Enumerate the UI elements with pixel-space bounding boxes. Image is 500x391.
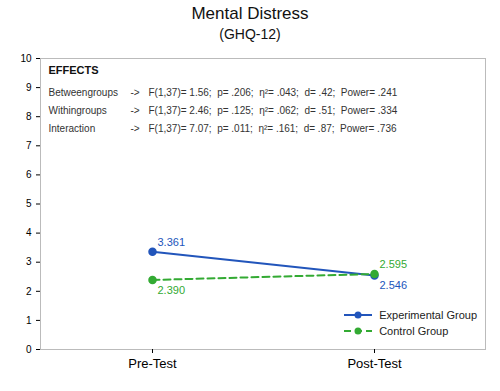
svg-text:3: 3	[26, 256, 32, 267]
svg-text:5: 5	[26, 198, 32, 209]
html-text:Mental Distress: Mental Distress	[191, 4, 309, 23]
svg-text:8: 8	[26, 111, 32, 122]
svg-text:->: ->	[131, 123, 140, 134]
svg-text:->: ->	[131, 105, 140, 116]
svg-text:EFFECTS: EFFECTS	[49, 64, 99, 76]
svg-text:4: 4	[26, 227, 32, 238]
html-text:Experimental Group: Experimental Group	[379, 309, 477, 321]
svg-text:Interaction: Interaction	[49, 123, 96, 134]
svg-text:7: 7	[26, 140, 32, 151]
svg-text:Withingroups: Withingroups	[49, 105, 107, 116]
svg-text:6: 6	[26, 169, 32, 180]
svg-text:10: 10	[20, 53, 32, 64]
svg-text:2.546: 2.546	[380, 279, 408, 291]
svg-text:1: 1	[26, 315, 32, 326]
svg-text:3.361: 3.361	[158, 236, 186, 248]
svg-text:Betweengroups: Betweengroups	[49, 87, 119, 98]
svg-text:2.595: 2.595	[380, 258, 408, 270]
svg-text:F(1,37)= 1.56; p= .206; η²=: F(1,37)= 1.56; p= .206; η²= .043; d= .42…	[149, 87, 398, 98]
svg-text:2: 2	[26, 286, 32, 297]
html-text:(GHQ-12): (GHQ-12)	[219, 26, 281, 42]
svg-text:2.390: 2.390	[158, 284, 186, 296]
svg-text:F(1,37)= 7.07; p= .011; η²=: F(1,37)= 7.07; p= .011; η²= .161; d= .87…	[149, 123, 397, 134]
svg-text:9: 9	[26, 82, 32, 93]
svg-text:->: ->	[131, 87, 140, 98]
svg-text:Post-Test: Post-Test	[347, 356, 402, 371]
svg-text:F(1,37)= 2.46; p= .125; η²=: F(1,37)= 2.46; p= .125; η²= .062; d= .51…	[149, 105, 398, 116]
html-text:Control Group: Control Group	[379, 325, 449, 337]
svg-text:0: 0	[26, 344, 32, 355]
svg-text:Pre-Test: Pre-Test	[128, 356, 177, 371]
